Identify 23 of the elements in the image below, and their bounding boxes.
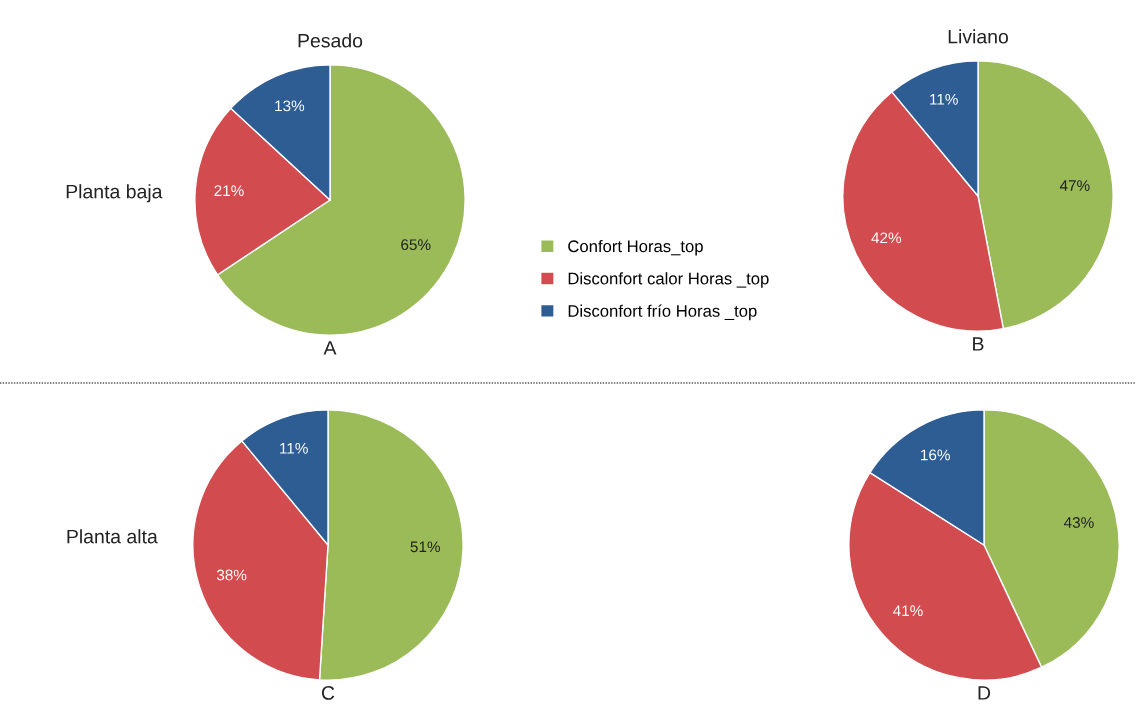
chart-title: Pesado <box>298 33 363 48</box>
text: D <box>978 686 991 700</box>
data-label: 65% <box>401 239 431 251</box>
chart-title: Liviano <box>948 29 1008 44</box>
legend-label: Confort Horas_top <box>568 239 703 256</box>
text: A <box>323 341 337 355</box>
data-label: 51% <box>410 541 440 553</box>
data-label: 11% <box>930 94 958 105</box>
data-label: 11% <box>280 443 308 454</box>
data-label: 43% <box>1064 517 1094 528</box>
text: B <box>973 337 984 351</box>
text: Planta baja <box>66 184 163 203</box>
data-label: 13% <box>275 100 305 112</box>
data-label: 41% <box>893 605 923 617</box>
legend-label: Disconfort calor Horas _top <box>568 272 769 288</box>
data-label: 38% <box>216 569 247 581</box>
legend-label: Disconfort frío Horas _top <box>568 304 757 321</box>
data-label: 42% <box>871 232 902 244</box>
text: Planta alta <box>67 529 158 544</box>
data-label: 16% <box>921 449 950 461</box>
data-label: 21% <box>214 185 244 197</box>
data-label: 47% <box>1059 180 1090 191</box>
text: C <box>321 686 335 700</box>
